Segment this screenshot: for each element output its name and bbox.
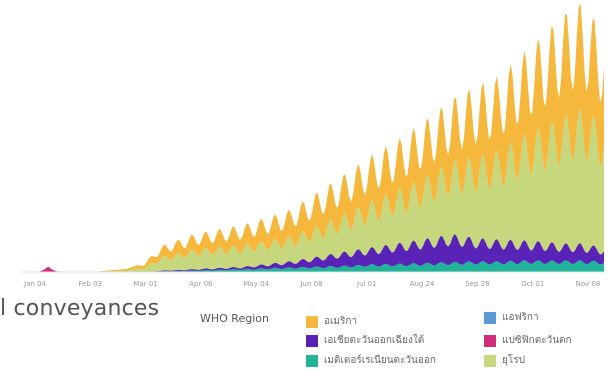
legend-swatch-south-east-asia [306, 334, 318, 347]
legend-item-europe: ยุโรป [484, 353, 525, 368]
legend-label-africa: แอฟริกา [502, 312, 539, 323]
chart-title: l conveyances [0, 296, 160, 321]
x-tick-label: Jun 08 [299, 280, 322, 288]
legend-swatch-eastern-mediterranean [306, 354, 318, 367]
x-tick-label: Oct 01 [521, 280, 544, 288]
legend-swatch-europe [484, 354, 496, 367]
legend-item-south-east-asia: เอเชียตะวันออกเฉียงใต้ [306, 333, 424, 348]
legend-label-europe: ยุโรป [502, 355, 525, 366]
area-eastern-mediterranean [22, 260, 604, 272]
legend-item-africa: แอฟริกา [484, 310, 539, 325]
x-tick-label: Aug 24 [410, 280, 435, 288]
x-axis-ticks: Jan 04 Feb 03 Mar 01 Apr 06 May 04 Jun 08 Jul … [23, 280, 600, 288]
area-western-pacific [38, 266, 59, 272]
legend-item-western-pacific: แปซิฟิกตะวันตก [484, 333, 572, 348]
legend-swatch-americas [306, 315, 318, 328]
x-tick-label: Nov 08 [576, 280, 601, 288]
x-tick-label: Jan 04 [23, 280, 46, 288]
legend-label-south-east-asia: เอเชียตะวันออกเฉียงใต้ [324, 335, 425, 346]
legend-item-eastern-mediterranean: เมดิเตอร์เรเนียนตะวันออก [306, 353, 436, 368]
x-tick-label: Feb 03 [79, 280, 103, 288]
x-tick-label: Apr 06 [189, 280, 213, 288]
x-tick-label: Jul 01 [356, 280, 377, 288]
legend-label-americas: อเมริกา [324, 316, 358, 327]
area-series-group [22, 4, 604, 273]
stacked-area-chart: Jan 04 Feb 03 Mar 01 Apr 06 May 04 Jun 08 Jul … [22, 4, 604, 288]
legend-label-eastern-mediterranean: เมดิเตอร์เรเนียนตะวันออก [324, 355, 436, 366]
area-americas [22, 4, 604, 273]
area-europe [22, 108, 604, 272]
legend-label-western-pacific: แปซิฟิกตะวันตก [502, 335, 572, 346]
legend-title: WHO Region [200, 312, 269, 325]
x-tick-label: May 04 [243, 280, 269, 288]
x-tick-label: Sep 28 [465, 280, 489, 288]
legend-item-americas: อเมริกา [306, 314, 357, 329]
area-south-east-asia [22, 234, 604, 272]
x-tick-label: Mar 01 [133, 280, 157, 288]
legend-swatch-africa [484, 311, 496, 324]
legend-swatch-western-pacific [484, 334, 496, 347]
